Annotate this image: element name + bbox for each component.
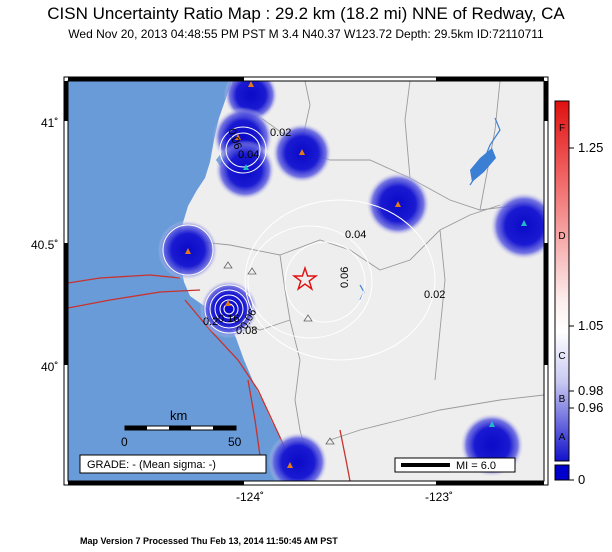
lat-label: 40.5˚ [31, 238, 59, 252]
scale-min: 0 [121, 435, 128, 449]
mi-legend-text: MI = 6.0 [456, 460, 496, 472]
stations [185, 81, 527, 468]
colorbar-value: 0.96 [578, 400, 604, 415]
contour-label: 0.2 [203, 316, 218, 328]
scale-unit: km [170, 408, 187, 423]
colorbar-grade: D [558, 231, 565, 242]
contour-label: 0.04 [345, 229, 366, 241]
map-area: 0.06 0.02 0.04 0.04 0.06 0.02 0.16 0.2 0… [68, 81, 544, 481]
colorbar-grade: B [559, 394, 566, 405]
lat-label: 41˚ [41, 116, 59, 130]
lake [470, 148, 496, 182]
map-version-footer: Map Version 7 Processed Thu Feb 13, 2014… [80, 536, 338, 546]
colorbar-value: 0.98 [578, 383, 604, 398]
scale-max: 50 [228, 435, 242, 449]
epicenter-star[interactable] [291, 265, 319, 291]
contour-label: 0.16 [218, 313, 239, 325]
grade-box: GRADE: - (Mean sigma: -) [79, 454, 267, 474]
contour-label: 0.04 [238, 149, 259, 161]
colorbar-value: 0 [578, 472, 586, 487]
mi-legend: MI = 6.0 [394, 457, 516, 473]
map-border [63, 76, 549, 486]
colorbar-value: 1.05 [578, 318, 604, 333]
lat-label: 40˚ [41, 360, 59, 374]
contour-label: 0.06 [339, 267, 351, 288]
contour-label: 0.02 [270, 127, 291, 139]
event-info: Wed Nov 20, 2013 04:48:55 PM PST M 3.4 N… [68, 27, 544, 41]
colorbar-grade: F [559, 123, 565, 134]
colorbar-grade: C [558, 351, 565, 362]
map-title: CISN Uncertainty Ratio Map : 29.2 km (18… [47, 4, 565, 23]
contour-label: 0.08 [236, 325, 257, 337]
contour-lines [162, 126, 436, 361]
contour-label: 0.02 [424, 289, 445, 301]
lon-label: -124˚ [236, 490, 265, 504]
colorbar-grade: A [559, 432, 566, 443]
grade-text: GRADE: - (Mean sigma: -) [87, 459, 216, 471]
colorbar-value: 1.25 [578, 140, 604, 155]
colorbar: F D C B A [554, 100, 574, 481]
lon-label: -123˚ [425, 490, 454, 504]
scale-bar: km 0 50 [121, 408, 242, 449]
ocean [68, 81, 294, 481]
